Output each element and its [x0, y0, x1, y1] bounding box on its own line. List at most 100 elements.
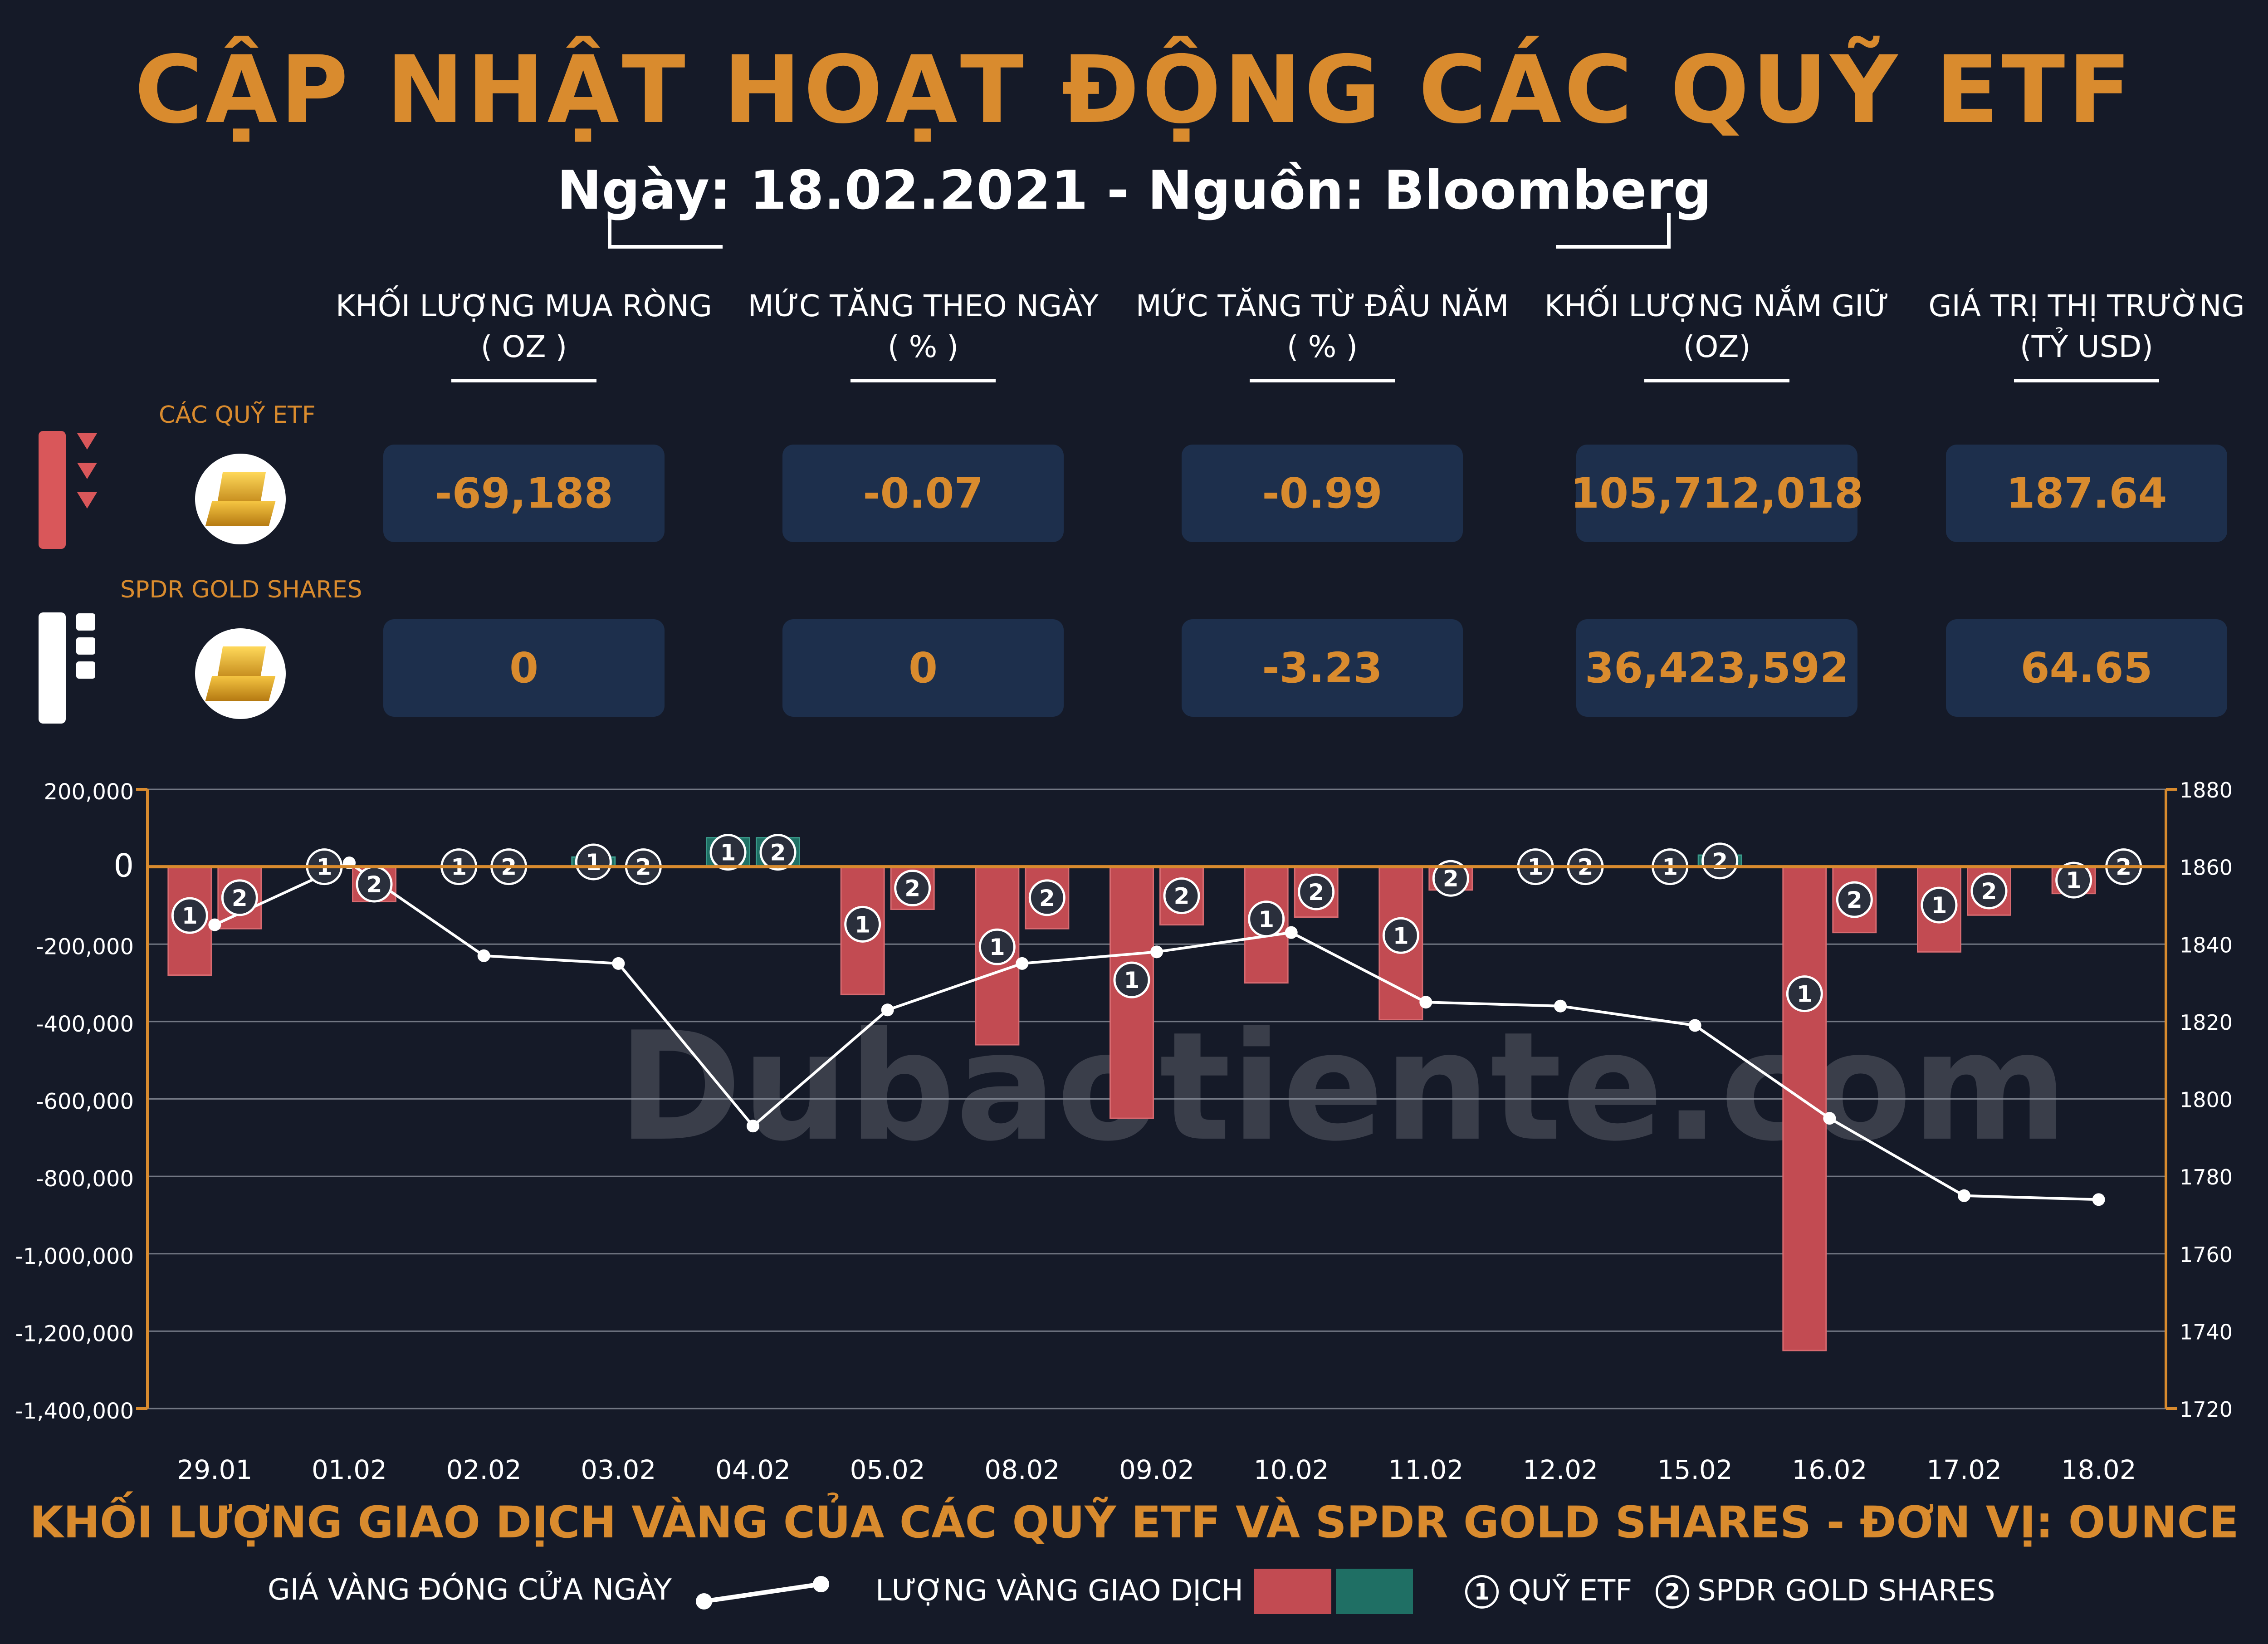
col-underline	[2014, 379, 2159, 382]
y-tick-label: -200,000	[36, 934, 134, 959]
y-tick-label: -1,400,000	[15, 1399, 134, 1424]
y-tick-label: 0	[113, 847, 134, 885]
col-header-line1: KHỐI LƯỢNG MUA RÒNG	[335, 289, 713, 323]
etf-logo-icon	[39, 431, 66, 549]
gold-price-point	[1419, 996, 1432, 1009]
marker-2-icon	[1836, 881, 1873, 918]
col-header-line1: KHỐI LƯỢNG NẮM GIỮ	[1544, 289, 1890, 323]
subtitle-bracket-right	[1556, 213, 1671, 249]
gold-etf-chart: Dubaotiente.com 111111111111111222222222…	[15, 778, 2233, 1485]
legend-bar-label: LƯỢNG VÀNG GIAO DỊCH	[875, 1574, 1243, 1608]
marker-1-icon	[2055, 861, 2092, 899]
col-header-line2: ( % )	[887, 329, 959, 364]
x-tick-label: 08.02	[984, 1454, 1060, 1485]
gold-price-point	[1554, 999, 1567, 1013]
y-tick-label: 200,000	[44, 779, 134, 805]
marker-2-icon	[1432, 860, 1469, 897]
etf-ytd-change: -0.99	[1182, 445, 1463, 542]
gold-price-point	[612, 957, 625, 970]
y2-tick-label: 1780	[2180, 1165, 2233, 1189]
page-title: CẬP NHẬT HOẠT ĐỘNG CÁC QUỸ ETF	[134, 36, 2134, 144]
marker-2-icon	[1701, 842, 1739, 880]
gold-price-point	[1150, 945, 1163, 959]
spdr-holdings: 36,423,592	[1576, 619, 1857, 717]
marker-2-icon	[1970, 872, 2008, 910]
col-header-line1: MỨC TĂNG THEO NGÀY	[748, 289, 1099, 323]
y2-tick-label: 1820	[2180, 1010, 2233, 1035]
gold-bar-icon	[195, 628, 286, 719]
marker-1-label: 1	[855, 911, 870, 938]
x-tick-label: 04.02	[715, 1454, 791, 1485]
square-icon	[76, 637, 95, 655]
marker-2-label: 2	[367, 871, 382, 898]
x-tick-label: 15.02	[1657, 1454, 1733, 1485]
marker-1-icon	[1921, 886, 1958, 924]
y2-tick-label: 1840	[2180, 933, 2233, 957]
legend-marker-2: 2	[1656, 1575, 1689, 1609]
col-underline	[451, 379, 596, 382]
y2-tick-label: 1800	[2180, 1088, 2233, 1112]
y-tick-label: -1,200,000	[15, 1321, 134, 1346]
x-tick-label: 29.01	[177, 1454, 252, 1485]
etf-holdings: 105,712,018	[1570, 445, 1863, 542]
chart-caption: KHỐI LƯỢNG GIAO DỊCH VÀNG CỦA CÁC QUỸ ET…	[29, 1497, 2239, 1548]
y2-tick-label: 1880	[2180, 778, 2233, 802]
x-tick-label: 11.02	[1388, 1454, 1463, 1485]
col-header-market-value: GIÁ TRỊ THỊ TRƯỜNG (TỶ USD)	[1882, 286, 2268, 382]
marker-2-icon	[894, 870, 931, 907]
gold-price-point	[747, 1120, 759, 1133]
col-header-line1: GIÁ TRỊ THỊ TRƯỜNG	[1928, 289, 2245, 323]
col-underline	[1250, 379, 1395, 382]
x-tick-label: 03.02	[581, 1454, 656, 1485]
marker-2-label: 2	[1847, 887, 1862, 913]
x-tick-label: 05.02	[850, 1454, 925, 1485]
marker-1-icon	[575, 843, 612, 881]
square-icon	[76, 613, 95, 631]
marker-2-icon	[759, 834, 797, 871]
spdr-ytd-change: -3.23	[1182, 619, 1463, 717]
x-tick-label: 12.02	[1523, 1454, 1598, 1485]
marker-1-icon	[1113, 961, 1150, 998]
col-header-line2: ( OZ )	[480, 329, 567, 364]
marker-1-icon	[844, 905, 881, 943]
y2-tick-label: 1860	[2180, 856, 2233, 880]
gold-price-point	[1285, 926, 1298, 939]
marker-1-label: 1	[586, 849, 601, 876]
col-header-line2: (OZ)	[1683, 329, 1751, 364]
x-tick-label: 02.02	[446, 1454, 522, 1485]
legend-line-label: GIÁ VÀNG ĐÓNG CỬA NGÀY	[268, 1573, 672, 1607]
gold-price-point	[2092, 1193, 2105, 1206]
page-subtitle: Ngày: 18.02.2021 - Nguồn: Bloomberg	[557, 159, 1712, 221]
gold-price-point	[1016, 957, 1029, 970]
marker-2-label: 2	[1443, 866, 1459, 892]
etf-market-value: 187.64	[1946, 445, 2227, 542]
row-label-etf: CÁC QUỸ ETF	[159, 401, 316, 429]
marker-1-label: 1	[182, 903, 198, 929]
gold-price-point	[477, 949, 490, 962]
col-header-net-volume: KHỐI LƯỢNG MUA RÒNG ( OZ )	[320, 286, 728, 382]
spdr-market-value: 64.65	[1946, 619, 2227, 717]
col-underline	[850, 379, 996, 382]
marker-2-label: 2	[1308, 879, 1324, 905]
y-tick-label: -800,000	[36, 1166, 134, 1192]
gold-price-point	[208, 918, 221, 931]
marker-1-icon	[978, 928, 1016, 965]
marker-1-label: 1	[989, 934, 1005, 960]
x-tick-label: 09.02	[1119, 1454, 1194, 1485]
legend-swatch-negative	[1254, 1569, 1331, 1614]
x-tick-label: 10.02	[1254, 1454, 1329, 1485]
marker-2-label: 2	[232, 885, 248, 911]
col-header-ytd-change: MỨC TĂNG TỪ ĐẦU NĂM ( % )	[1118, 286, 1526, 382]
arrow-down-icon	[77, 433, 97, 450]
col-header-line2: (TỶ USD)	[2019, 329, 2154, 364]
y-tick-label: -600,000	[36, 1089, 134, 1115]
legend-marker-1-label: QUỸ ETF	[1508, 1574, 1632, 1608]
legend-marker-1: 1	[1465, 1575, 1499, 1609]
arrow-down-icon	[77, 492, 97, 509]
y-tick-label: -1,000,000	[15, 1244, 134, 1269]
square-icon	[76, 661, 95, 679]
watermark-text: Dubaotiente.com	[617, 1000, 2068, 1174]
marker-2-label: 2	[1712, 848, 1728, 875]
marker-1-label: 1	[720, 840, 736, 866]
x-tick-label: 17.02	[1926, 1454, 2002, 1485]
